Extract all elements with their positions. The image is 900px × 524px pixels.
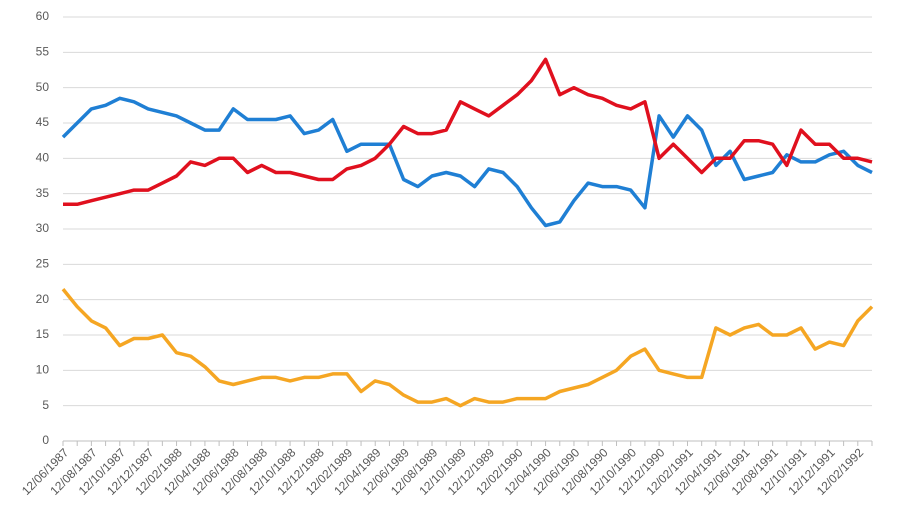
y-tick-label: 45 <box>36 115 50 129</box>
y-tick-label: 5 <box>42 398 49 412</box>
y-tick-label: 10 <box>36 363 50 377</box>
y-tick-label: 30 <box>36 221 50 235</box>
series-line <box>61 288 874 408</box>
y-tick-label: 20 <box>36 292 50 306</box>
y-tick-label: 50 <box>36 80 50 94</box>
series-line <box>61 96 873 228</box>
y-tick-label: 15 <box>36 327 50 341</box>
y-tick-label: 25 <box>36 257 50 271</box>
y-tick-label: 40 <box>36 151 50 165</box>
y-tick-label: 0 <box>42 433 49 447</box>
y-tick-label: 55 <box>36 45 50 59</box>
y-tick-label: 35 <box>36 186 50 200</box>
y-tick-label: 60 <box>36 9 50 23</box>
series-line <box>63 57 873 207</box>
